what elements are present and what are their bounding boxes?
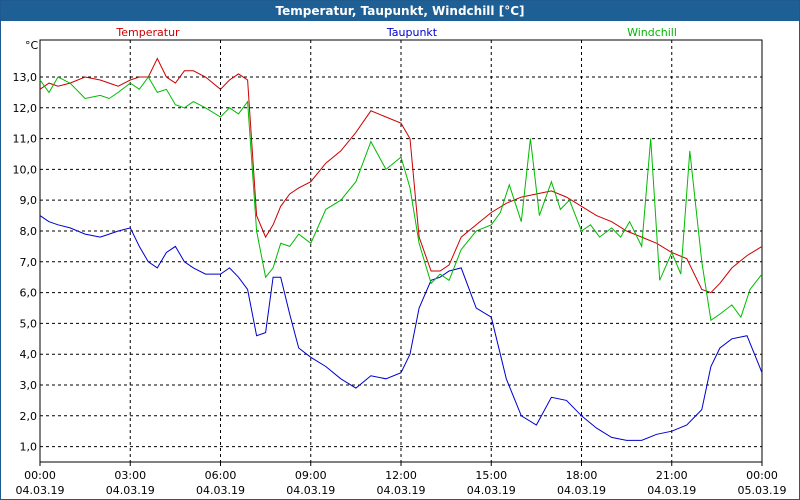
x-tick-label-date: 05.03.19 <box>738 484 787 497</box>
y-tick-label: 3,0 <box>20 379 38 392</box>
y-tick-label: 10,0 <box>13 163 38 176</box>
y-tick-label: 5,0 <box>20 317 38 330</box>
x-tick-label-date: 04.03.19 <box>647 484 696 497</box>
x-tick-label-time: 15:00 <box>475 469 507 482</box>
x-tick-label-time: 00:00 <box>24 469 56 482</box>
y-tick-label: 8,0 <box>20 225 38 238</box>
y-tick-label: 9,0 <box>20 194 38 207</box>
y-tick-label: 7,0 <box>20 256 38 269</box>
y-tick-label: 13,0 <box>13 71 38 84</box>
legend-item-windchill: Windchill <box>627 26 677 39</box>
y-tick-label: 6,0 <box>20 287 38 300</box>
legend-item-taupunkt: Taupunkt <box>386 26 438 39</box>
x-tick-label-date: 04.03.19 <box>16 484 65 497</box>
x-tick-label-date: 04.03.19 <box>106 484 155 497</box>
x-tick-label-time: 03:00 <box>114 469 146 482</box>
series-line-windchill <box>39 76 763 322</box>
x-tick-label-date: 04.03.19 <box>196 484 245 497</box>
y-tick-label: 4,0 <box>20 348 38 361</box>
x-tick-label-time: 06:00 <box>205 469 237 482</box>
x-tick-label-date: 04.03.19 <box>286 484 335 497</box>
x-tick-label-date: 04.03.19 <box>467 484 516 497</box>
x-tick-label-time: 09:00 <box>295 469 327 482</box>
x-tick-label-time: 00:00 <box>746 469 778 482</box>
y-tick-label: 12,0 <box>13 102 38 115</box>
y-tick-label: 2,0 <box>20 410 38 423</box>
x-tick-label-time: 12:00 <box>385 469 417 482</box>
y-tick-label: 11,0 <box>13 133 38 146</box>
legend-item-temperatur: Temperatur <box>115 26 180 39</box>
y-tick-label: 1,0 <box>20 441 38 454</box>
chart-title: Temperatur, Taupunkt, Windchill [°C] <box>1 1 799 21</box>
y-axis-unit: °C <box>25 39 39 52</box>
x-tick-label-time: 18:00 <box>566 469 598 482</box>
x-tick-label-time: 21:00 <box>656 469 688 482</box>
x-tick-label-date: 04.03.19 <box>557 484 606 497</box>
x-tick-label-date: 04.03.19 <box>377 484 426 497</box>
series-line-taupunkt <box>39 215 763 441</box>
